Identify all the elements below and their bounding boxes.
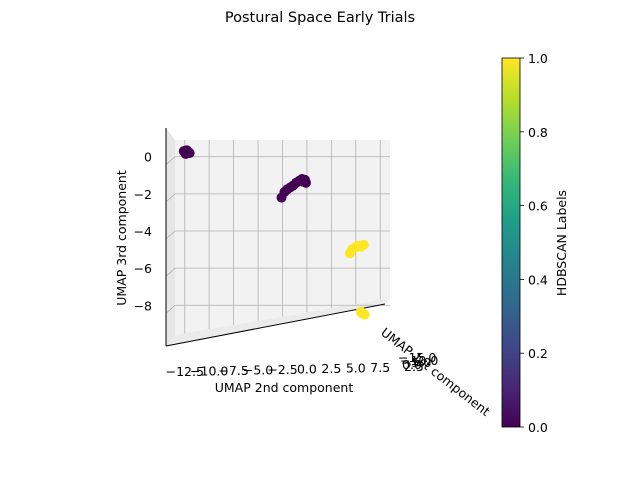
x-tick-label: 7.5 bbox=[370, 360, 390, 375]
colorbar-gradient bbox=[501, 57, 521, 428]
grid-line-y-side bbox=[165, 156, 176, 166]
grid-line-y-side bbox=[165, 304, 176, 314]
y-axis-label: UMAP 3rd component bbox=[114, 170, 129, 306]
z-tick-label: −10.0 bbox=[400, 353, 438, 368]
x-tick-label: 2.5 bbox=[321, 361, 341, 376]
z-tick-label: 2.5 bbox=[404, 359, 424, 374]
data-point bbox=[358, 239, 369, 250]
data-point bbox=[359, 309, 370, 320]
colorbar-tick-label: 0.8 bbox=[528, 125, 548, 140]
colorbar-tick-label: 0.6 bbox=[528, 199, 548, 214]
data-point bbox=[298, 176, 309, 187]
x-axis-label: UMAP 2nd component bbox=[215, 380, 354, 395]
data-points bbox=[178, 145, 370, 320]
floor-pane bbox=[166, 298, 390, 346]
x-tick-labels: −12.5−10.0−7.5−5.0−2.5 0.0 2.5 5.0 7.5 bbox=[166, 360, 391, 379]
y-tick-label: −8 bbox=[134, 298, 152, 313]
plot-area bbox=[165, 128, 390, 347]
z-axis-label: UMAP 1st component bbox=[378, 325, 493, 419]
y-tick-label: −6 bbox=[134, 261, 152, 276]
colorbar-tick-label: 0.4 bbox=[528, 272, 548, 287]
y-tick-label: −4 bbox=[134, 224, 152, 239]
grid-line-y-side bbox=[165, 193, 176, 203]
x-tick-label: −2.5 bbox=[267, 362, 297, 377]
colorbar-tick-label: 0.0 bbox=[528, 420, 548, 435]
colorbar: 0.0 0.2 0.4 0.6 0.8 1.0 HDBSCAN Labels bbox=[501, 51, 569, 435]
data-point bbox=[184, 148, 195, 158]
colorbar-tick-label: 0.2 bbox=[528, 346, 548, 361]
grid-line-y-side bbox=[165, 267, 176, 277]
chart-title: Postural Space Early Trials bbox=[225, 10, 415, 26]
z-tick-labels: −15.0−10.0−5.00.02.5 bbox=[398, 350, 438, 374]
z-tick-label: −5.0 bbox=[401, 355, 431, 370]
z-tick-label: −15.0 bbox=[398, 350, 436, 365]
x-tick-label: −7.5 bbox=[218, 363, 248, 378]
z-tick-label: 0.0 bbox=[402, 357, 422, 372]
x-tick-label: −10.0 bbox=[190, 363, 228, 378]
colorbar-ticks: 0.0 0.2 0.4 0.6 0.8 1.0 bbox=[520, 51, 548, 435]
x-tick-label: 0.0 bbox=[297, 361, 317, 376]
x-tick-label: −12.5 bbox=[166, 364, 204, 379]
left-pane bbox=[166, 128, 175, 346]
x-tick-label: 5.0 bbox=[346, 360, 366, 375]
colorbar-label: HDBSCAN Labels bbox=[554, 190, 569, 296]
x-axis-line bbox=[165, 303, 386, 347]
colorbar-tick-label: 1.0 bbox=[528, 51, 548, 66]
x-tick-label: −5.0 bbox=[243, 362, 273, 377]
y-tick-label: −2 bbox=[134, 187, 152, 202]
grid-lines bbox=[165, 140, 390, 334]
y-tick-label: 0 bbox=[144, 150, 152, 165]
grid-line-y-side bbox=[165, 230, 176, 240]
y-tick-labels: 0 −2 −4 −6 −8 bbox=[134, 150, 152, 314]
